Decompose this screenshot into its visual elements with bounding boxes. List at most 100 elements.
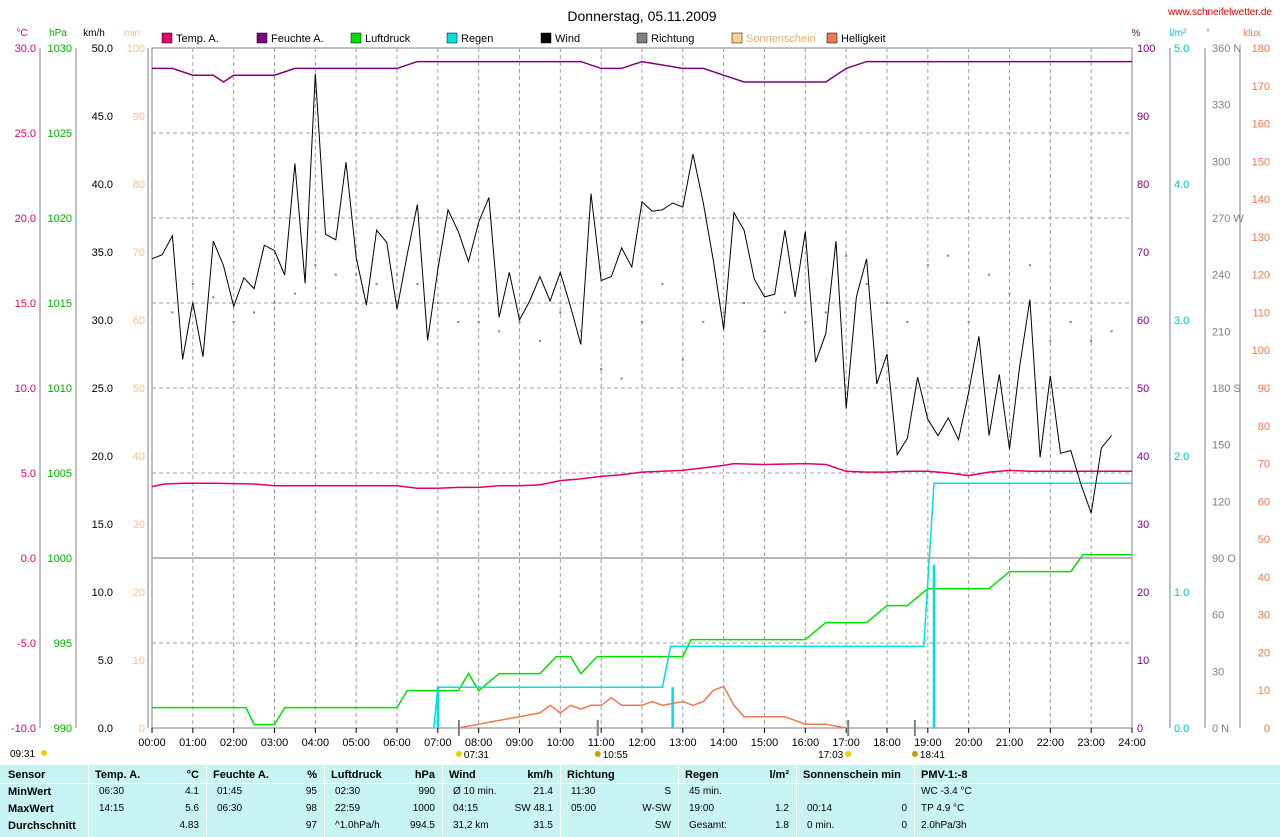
- stats-col-pressure: Luftdruck hPa 02:30 990 22:59 1000 ^1.0hPa/h 99…: [324, 765, 443, 837]
- moonrise-label: 09:31: [10, 749, 35, 760]
- x-tick-label: 16:00: [792, 737, 820, 749]
- axes: °C hPa km/h min% l/m² ° klux 30.0 25.0 20.0 15.0 10…: [11, 28, 1270, 749]
- source-label[interactable]: www.schneifelwetter.de: [1167, 7, 1272, 18]
- series-line-feuchte-a: [152, 60, 1132, 83]
- tick-wind: 15.0: [92, 519, 113, 531]
- stats-cell-label: 45 min.: [689, 786, 722, 797]
- series-line-wind: [151, 73, 1112, 514]
- tick-temp: 15.0: [15, 298, 36, 310]
- tick-direction: 150: [1212, 440, 1230, 452]
- x-tick-label: 20:00: [955, 737, 983, 749]
- legend-label: Temp. A.: [176, 33, 219, 45]
- tick-humidity: 0: [1137, 723, 1143, 735]
- stats-col-temp: Temp. A. °C 06:30 4.1 14:15 5.6 4.83: [88, 765, 207, 837]
- stats-cell-label: 22:59: [335, 803, 361, 814]
- x-tick-label: 18:00: [873, 737, 901, 749]
- stats-col-unit: km/h: [527, 769, 553, 781]
- point-richtung: [171, 311, 174, 314]
- tick-sun: 10: [133, 655, 145, 667]
- stats-col-header: PMV-1:-8: [921, 769, 968, 781]
- stats-cell-value: 4.1: [185, 786, 199, 797]
- tick-lux: 170: [1252, 81, 1270, 93]
- tick-wind: 45.0: [92, 111, 113, 123]
- tick-sun: 70: [133, 247, 145, 259]
- stats-cell-label: 11:30: [571, 786, 596, 797]
- legend-swatch: [446, 32, 458, 44]
- stats-col-header: Feuchte A.: [213, 769, 269, 781]
- x-tick-label: 23:00: [1077, 737, 1105, 749]
- plot-grid: [151, 47, 1133, 729]
- tick-temp: 20.0: [15, 213, 36, 225]
- tick-sun: 50: [133, 383, 145, 395]
- stats-cell-value: 4.83: [179, 820, 199, 831]
- tick-humidity: 70: [1137, 247, 1149, 259]
- point-richtung: [416, 283, 419, 286]
- tick-lux: 10: [1258, 685, 1270, 697]
- tick-temp: -10.0: [11, 723, 36, 735]
- point-richtung: [1090, 339, 1093, 342]
- stats-cell-value: 5.6: [185, 803, 199, 814]
- series-line-regen: [433, 482, 1132, 729]
- stats-cell-label: 06:30: [217, 803, 243, 814]
- tick-direction: 0 N: [1212, 723, 1229, 735]
- x-tick-label: 00:00: [138, 737, 166, 749]
- x-tick-label: 07:00: [424, 737, 452, 749]
- tick-direction: 180 S: [1212, 383, 1241, 395]
- legend-swatch: [161, 32, 173, 44]
- stats-col-rain: Regen l/m² 45 min. 19:00 1.2 Gesamt: 1.8: [678, 765, 797, 837]
- tick-humidity: 90: [1137, 111, 1149, 123]
- stats-cell-value: 1.8: [775, 820, 789, 831]
- tick-lux: 80: [1258, 421, 1270, 433]
- stats-cell-value: 1.2: [775, 803, 789, 814]
- point-richtung: [824, 311, 827, 314]
- stats-cell-value: 2.0hPa/3h: [921, 820, 967, 831]
- x-tick-label: 04:00: [302, 737, 330, 749]
- x-tick-label: 22:00: [1037, 737, 1065, 749]
- tick-lux: 150: [1252, 156, 1270, 168]
- tick-rain: 3.0: [1174, 315, 1189, 327]
- series-line-temp-a: [151, 462, 1132, 490]
- point-richtung: [355, 273, 358, 276]
- stats-col-humidity: Feuchte A.% 01:45 95 06:30 98 97: [206, 765, 325, 837]
- stats-col-header: Luftdruck: [331, 769, 382, 781]
- tick-temp: 30.0: [15, 43, 36, 55]
- tick-wind: 40.0: [92, 179, 113, 191]
- tick-pressure: 995: [54, 638, 72, 650]
- x-tick-label: 10:00: [547, 737, 575, 749]
- tick-direction: 210: [1212, 326, 1230, 338]
- point-richtung: [253, 311, 256, 314]
- tick-direction: 120: [1212, 496, 1230, 508]
- stats-col-wind: Wind km/h Ø 10 min. 21.4 04:15 SW 48.1 31,2 km…: [442, 765, 561, 837]
- tick-temp: 0.0: [21, 553, 36, 565]
- legend-swatch: [826, 32, 838, 44]
- tick-pressure: 1000: [48, 553, 72, 565]
- tick-pressure: 1030: [48, 43, 72, 55]
- event-label-noon: 10:55: [603, 750, 628, 761]
- stats-sensor-col: Sensor MinWert MaxWert Durchschnitt: [0, 765, 88, 837]
- stats-cell-value: 98: [305, 803, 317, 814]
- stats-cell-value: 97: [305, 820, 317, 831]
- sun-icon: [845, 751, 852, 757]
- statistics-table: Sensor MinWert MaxWert Durchschnitt Temp. A.…: [0, 765, 1280, 837]
- point-richtung: [436, 302, 439, 304]
- point-richtung: [702, 320, 705, 323]
- tick-humidity: 100: [1137, 43, 1155, 55]
- point-richtung: [845, 254, 848, 257]
- stats-cell-value: SW 48.1: [514, 803, 553, 814]
- tick-sun: 60: [133, 315, 145, 327]
- x-tick-label: 02:00: [220, 737, 248, 749]
- tick-humidity: 60: [1137, 315, 1149, 327]
- point-richtung: [375, 283, 378, 286]
- tick-pressure: 1015: [48, 298, 72, 310]
- point-richtung: [334, 273, 337, 276]
- tick-lux: 0: [1264, 723, 1270, 735]
- tick-lux: 20: [1258, 647, 1270, 659]
- x-tick-label: 05:00: [342, 737, 370, 749]
- x-tick-label: 12:00: [628, 737, 656, 749]
- legend-label: Luftdruck: [365, 33, 411, 45]
- tick-lux: 100: [1252, 345, 1270, 357]
- stats-cell-label: 04:15: [453, 803, 479, 814]
- stats-cell-label: 19:00: [689, 803, 715, 814]
- series-line-helligkeit: [458, 685, 847, 729]
- legend: Temp. A. Feuchte A. Luftdruck Regen Wind Rich…: [161, 32, 886, 45]
